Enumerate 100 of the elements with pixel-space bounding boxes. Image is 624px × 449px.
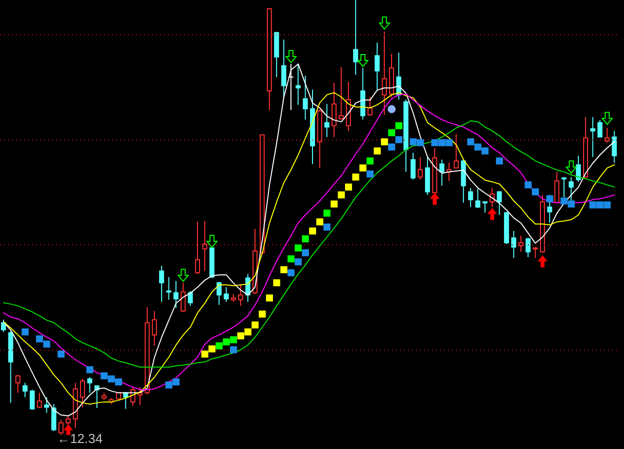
point <box>201 350 208 358</box>
candlestick <box>496 190 502 216</box>
point <box>323 224 330 231</box>
candlestick <box>22 382 28 398</box>
candlestick <box>576 155 581 182</box>
point <box>22 328 29 336</box>
point <box>222 338 230 346</box>
candlestick <box>152 310 157 346</box>
candlestick <box>475 188 480 208</box>
point <box>206 234 218 248</box>
point <box>388 144 396 151</box>
point <box>58 350 65 358</box>
candlestick <box>166 276 172 300</box>
point <box>208 345 216 352</box>
point <box>273 279 280 286</box>
candlestick <box>547 194 552 224</box>
point <box>596 201 604 208</box>
point <box>309 227 316 234</box>
point <box>288 269 295 276</box>
point <box>374 147 381 154</box>
point <box>566 160 577 174</box>
candlestick <box>202 220 208 272</box>
point <box>359 164 366 172</box>
point <box>496 157 503 164</box>
point <box>378 16 390 30</box>
point <box>416 139 424 146</box>
point <box>604 201 611 208</box>
candlestick <box>44 396 50 414</box>
point <box>532 188 539 196</box>
candlestick <box>87 376 92 394</box>
point <box>252 321 259 328</box>
candlestick <box>173 280 178 308</box>
point <box>323 210 330 217</box>
candlestick <box>382 31 387 116</box>
candlestick <box>482 201 488 214</box>
point <box>266 294 273 302</box>
point <box>446 139 453 146</box>
candlestick <box>424 156 430 196</box>
candlestick <box>281 39 286 98</box>
point <box>43 340 50 348</box>
point <box>302 235 309 242</box>
point <box>244 328 252 336</box>
candlestick <box>224 286 229 302</box>
point <box>538 255 548 268</box>
point <box>294 244 302 252</box>
candlestick <box>526 237 531 258</box>
point <box>216 342 223 350</box>
point <box>438 139 446 146</box>
point <box>258 310 266 318</box>
point <box>589 201 596 208</box>
point <box>487 208 498 220</box>
candlestick <box>612 130 617 164</box>
point <box>302 249 309 256</box>
point <box>288 255 295 262</box>
point <box>86 366 94 374</box>
annotation: ←12.34 <box>57 431 103 446</box>
candlestick <box>439 159 444 186</box>
candlestick <box>332 82 337 138</box>
point <box>280 266 288 274</box>
point <box>366 170 374 178</box>
point <box>568 200 575 208</box>
point <box>286 50 297 64</box>
point <box>430 192 440 205</box>
point <box>366 157 374 164</box>
point <box>431 139 438 146</box>
candlestick <box>302 75 308 120</box>
point <box>165 381 172 388</box>
candlestick <box>238 284 244 306</box>
point <box>345 184 352 191</box>
point <box>237 332 244 340</box>
candlestick <box>296 64 301 106</box>
candlestick <box>597 120 602 138</box>
point <box>36 335 44 342</box>
point <box>294 258 302 266</box>
point <box>482 147 489 154</box>
candlestick <box>188 290 193 306</box>
candlestick <box>51 404 56 432</box>
candlestick <box>468 187 474 208</box>
point <box>474 144 482 151</box>
point <box>602 112 613 125</box>
point <box>546 195 554 202</box>
point <box>357 54 368 67</box>
point <box>230 346 238 354</box>
point <box>524 181 532 188</box>
candlestick <box>353 0 358 76</box>
point <box>380 138 388 146</box>
candlestick <box>410 152 416 180</box>
point <box>330 200 338 208</box>
point <box>410 138 417 146</box>
candlestick <box>511 230 516 258</box>
point <box>395 136 402 144</box>
point <box>352 174 360 181</box>
candlestick <box>324 103 330 138</box>
point <box>172 378 180 386</box>
point <box>108 375 115 382</box>
point <box>467 138 474 146</box>
point <box>230 336 238 344</box>
point <box>560 197 568 204</box>
point <box>178 268 189 282</box>
candlestick <box>159 265 164 302</box>
